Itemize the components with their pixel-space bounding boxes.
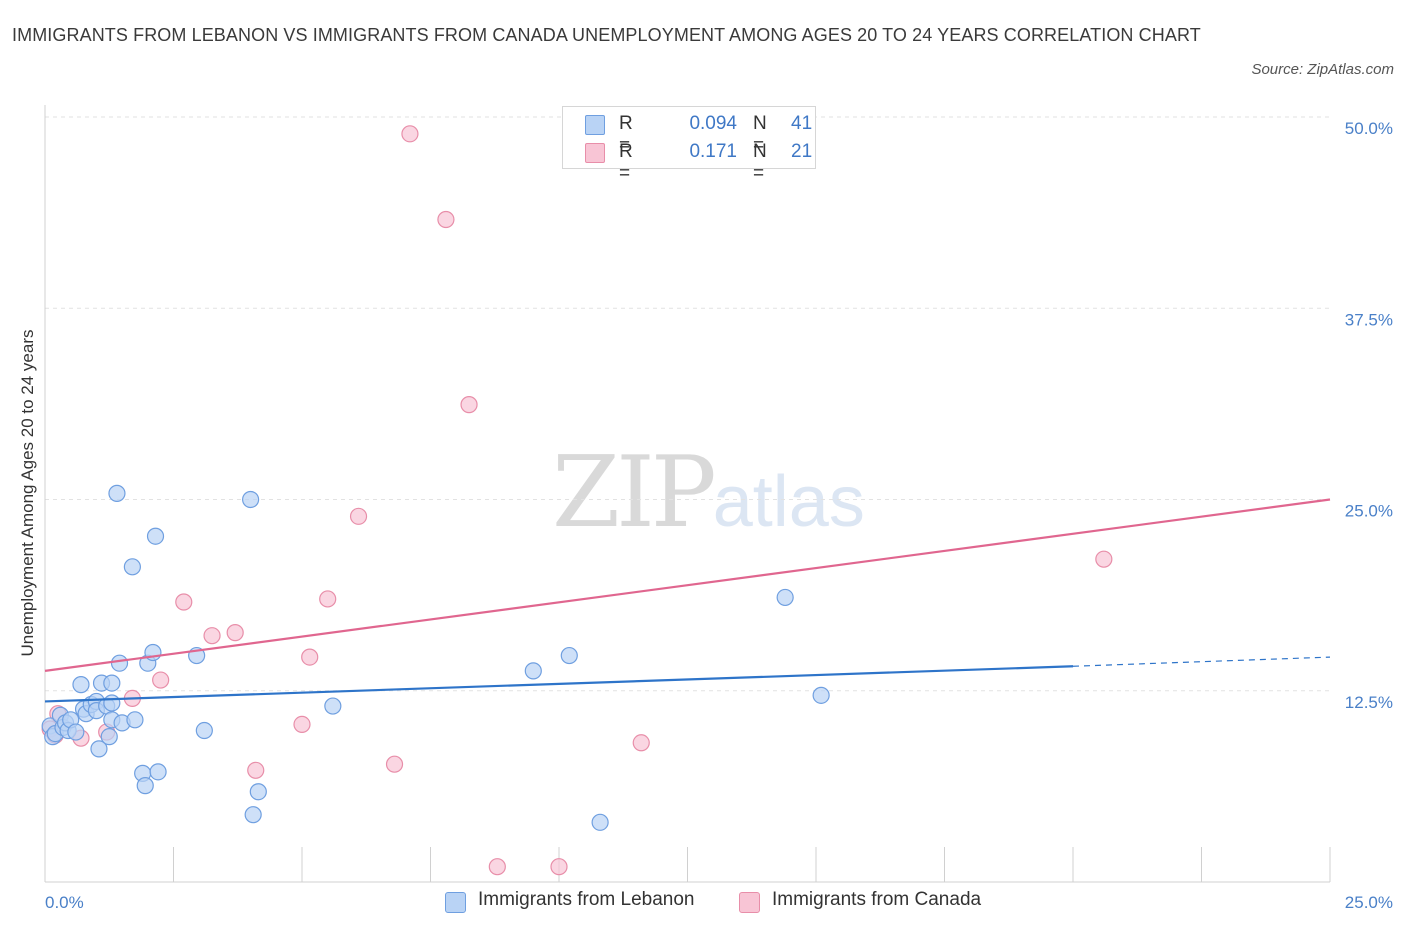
canada-point [488,858,506,876]
canada-point [349,507,368,525]
legend-label: Immigrants from Lebanon [478,889,695,910]
lebanon-point [110,654,129,672]
y-tick-label: 12.5% [1345,693,1393,712]
canada-trend-line [44,498,1331,672]
canada-points [41,125,1113,876]
n-label: N = [753,113,767,156]
axes [44,105,1331,883]
correlation-legend: R = 0.094 N = 41 R = 0.171 N = 21 [562,106,816,184]
y-tick-label: 25.0% [1345,502,1393,521]
r-value: 0.171 [689,141,737,162]
canada-point [385,755,404,773]
watermark-atlas: atlas [712,462,865,542]
y-tick-label: 50.0% [1345,119,1393,138]
source-label: Source: ZipAtlas.com [1251,61,1394,78]
lebanon-point [249,783,267,801]
lebanon-points [41,484,830,831]
canada-point [460,396,478,414]
lebanon-point [244,806,262,824]
canada-point [632,734,650,752]
axis-labels: 12.5% 25.0% 37.5% 50.0% 0.0% 25.0% Unemploymen… [18,119,1393,912]
canada-point [401,125,419,143]
lebanon-point [195,721,213,740]
n-value: 21 [791,141,813,162]
lebanon-point [90,740,108,758]
legend-label: Immigrants from Canada [772,889,982,910]
canada-point [1095,550,1113,568]
chart-title: IMMIGRANTS FROM LEBANON VS IMMIGRANTS FR… [12,25,1201,45]
gridlines [45,116,1330,692]
lebanon-point [242,490,260,509]
lebanon-point [126,711,144,729]
canada-point [175,593,193,611]
lebanon-legend-swatch [445,892,466,913]
lebanon-point [560,646,578,665]
canada-point [226,624,244,642]
trend-lines [44,498,1331,703]
lebanon-point [324,697,342,715]
lebanon-point [524,662,542,680]
n-label: N = [753,141,767,184]
canada-point [550,858,568,876]
lebanon-trend-extension [1072,656,1331,667]
canada-legend-swatch [739,892,760,913]
canada-point [203,627,221,645]
x-tick-label: 25.0% [1345,893,1393,912]
r-label: R = [619,113,633,156]
lebanon-point [108,484,126,502]
lebanon-point [103,674,121,692]
lebanon-point [123,558,141,576]
lebanon-point [776,588,794,607]
lebanon-point [103,694,121,712]
canada-point [319,590,337,608]
canada-swatch [585,143,605,163]
y-axis-title: Unemployment Among Ages 20 to 24 years [18,330,37,657]
canada-point [437,210,455,229]
lebanon-point [72,676,90,694]
lebanon-point [67,723,85,741]
canada-point [301,648,319,666]
lebanon-trend-line [44,665,1074,703]
canada-point [152,671,170,689]
n-value: 41 [791,113,813,134]
lebanon-point [149,763,167,781]
watermark-zip: ZIP [552,436,717,550]
lebanon-point [146,527,165,545]
canada-point [247,761,265,779]
x-tick-label: 0.0% [45,893,84,912]
y-tick-label: 37.5% [1345,310,1393,329]
canada-point [293,715,311,734]
lebanon-point [812,686,830,704]
r-value: 0.094 [689,113,737,134]
lebanon-point [100,728,118,746]
lebanon-point [136,777,154,795]
lebanon-swatch [585,115,605,135]
zipatlas-watermark: ZIPatlas [552,436,865,550]
r-label: R = [619,141,633,184]
lebanon-point [591,813,609,831]
